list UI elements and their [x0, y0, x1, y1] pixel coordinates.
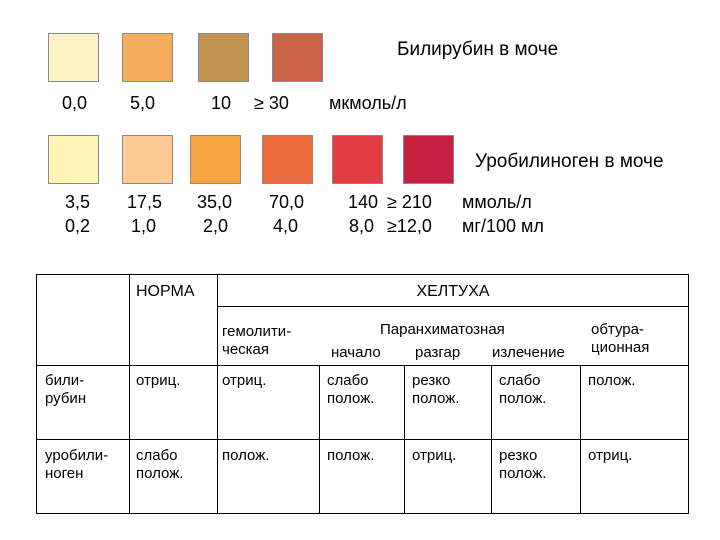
bilirubin-swatch-1 — [48, 33, 99, 82]
uro-mg-1: 0,2 — [64, 216, 90, 236]
row-urobilinogen-peak: отриц. — [412, 447, 457, 464]
urobilinogen-swatch-2 — [122, 135, 173, 184]
row-bilirubin-label-2: рубин — [45, 390, 87, 407]
header-hemolytic-1: гемолити- — [222, 323, 292, 340]
urobilinogen-swatch-6 — [403, 135, 454, 184]
row-urobilinogen-label-2: ноген — [45, 465, 84, 482]
uro-mmol-5: 140 — [347, 192, 378, 212]
row-urobilinogen-norm-2: полож. — [136, 465, 184, 482]
row-bilirubin-label-1: били- — [45, 372, 85, 389]
header-jaundice: ХЕЛТУХА — [416, 283, 490, 300]
bilirubin-title: Билирубин в моче — [397, 39, 559, 60]
uro-mmol-1: 3,5 — [64, 192, 90, 212]
bilirubin-swatch-2 — [122, 33, 173, 82]
header-stage-recovery: излечение — [492, 344, 565, 361]
bilirubin-swatch-4 — [272, 33, 323, 82]
comparison-table: НОРМА ХЕЛТУХА гемолити- ческая Паранхима… — [36, 274, 689, 514]
header-norm: НОРМА — [136, 283, 195, 300]
uro-unit-mmol: ммоль/л — [462, 192, 532, 212]
header-hemolytic-2: ческая — [222, 341, 270, 358]
bilirubin-value-2: 5,0 — [130, 93, 156, 113]
urobilinogen-swatch-1 — [48, 135, 99, 184]
row-urobilinogen-obstructive: отриц. — [588, 447, 633, 464]
uro-mmol-6: ≥ 210 — [387, 192, 432, 212]
uro-mg-2: 1,0 — [130, 216, 156, 236]
header-stage-peak: разгар — [415, 344, 461, 361]
uro-mmol-3: 35,0 — [196, 192, 232, 212]
uro-mg-5: 8,0 — [348, 216, 374, 236]
header-parenchymal: Паранхиматозная — [380, 321, 505, 338]
row-bilirubin-start-2: полож. — [327, 390, 375, 407]
uro-mmol-4: 70,0 — [268, 192, 304, 212]
urobilinogen-title: Уробилиноген в моче — [475, 151, 664, 172]
bilirubin-value-1: 0,0 — [62, 93, 88, 113]
row-urobilinogen-recovery-2: полож. — [499, 465, 547, 482]
row-bilirubin-hemolytic: отриц. — [222, 372, 267, 389]
urobilinogen-swatch-5 — [332, 135, 383, 184]
row-bilirubin-recovery-1: слабо — [499, 372, 541, 389]
row-urobilinogen-recovery-1: резко — [499, 447, 538, 464]
row-bilirubin-start-1: слабо — [327, 372, 369, 389]
header-obstructive-2: ционная — [591, 339, 650, 356]
urobilinogen-swatch-4 — [262, 135, 313, 184]
row-urobilinogen-hemolytic: полож. — [222, 447, 270, 464]
row-bilirubin-obstructive: полож. — [588, 372, 636, 389]
row-bilirubin-peak-2: полож. — [412, 390, 460, 407]
bilirubin-unit: мкмоль/л — [329, 93, 407, 113]
header-stage-start: начало — [331, 344, 381, 361]
uro-mg-6: ≥12,0 — [387, 216, 432, 236]
uro-mmol-2: 17,5 — [126, 192, 162, 212]
row-urobilinogen-start: полож. — [327, 447, 375, 464]
bilirubin-value-3: 10 — [211, 93, 232, 113]
row-bilirubin-norm: отриц. — [136, 372, 181, 389]
row-bilirubin-recovery-2: полож. — [499, 390, 547, 407]
uro-mg-3: 2,0 — [202, 216, 228, 236]
row-urobilinogen-label-1: уробили- — [45, 447, 109, 464]
urobilinogen-swatch-3 — [190, 135, 241, 184]
header-obstructive-1: обтура- — [591, 321, 644, 338]
row-bilirubin-peak-1: резко — [412, 372, 451, 389]
uro-unit-mg: мг/100 мл — [462, 216, 544, 236]
bilirubin-value-4: ≥ 30 — [254, 93, 289, 113]
bilirubin-swatch-3 — [198, 33, 249, 82]
uro-mg-4: 4,0 — [272, 216, 298, 236]
row-urobilinogen-norm-1: слабо — [136, 447, 178, 464]
